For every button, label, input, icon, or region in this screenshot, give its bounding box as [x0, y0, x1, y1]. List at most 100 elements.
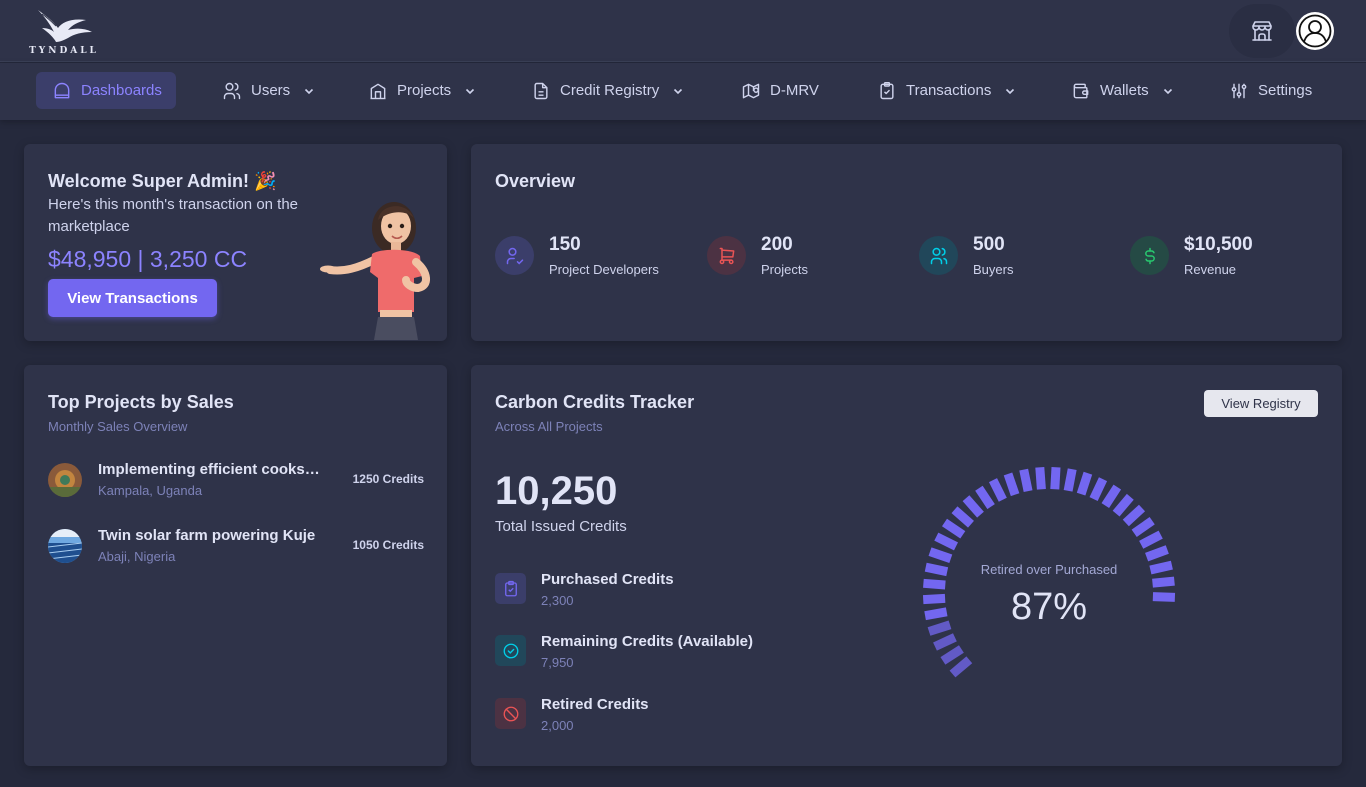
- store-button[interactable]: [1229, 4, 1295, 58]
- overview-title: Overview: [495, 171, 576, 191]
- nav-dmrv[interactable]: D-MRV: [741, 72, 819, 109]
- view-transactions-button[interactable]: View Transactions: [48, 279, 217, 317]
- project-name: Twin solar farm powering Kuje: [98, 527, 316, 544]
- gauge-tick: [1152, 592, 1176, 602]
- nav-transactions-label: Transactions: [906, 82, 992, 99]
- nav-projects[interactable]: Projects: [368, 72, 476, 109]
- gauge-tick: [1050, 466, 1061, 490]
- tracker-title: Carbon Credits Tracker: [495, 392, 695, 412]
- gauge-tick: [951, 506, 974, 528]
- credit-name: Purchased Credits: [541, 571, 674, 588]
- brand-logo[interactable]: TYNDALL: [28, 6, 100, 60]
- gauge-tick: [1089, 477, 1108, 502]
- stat-label: Project Developers: [549, 262, 659, 277]
- cookstove-photo-icon: [48, 463, 82, 497]
- sliders-icon: [1231, 83, 1247, 98]
- gauge-tick: [949, 656, 973, 678]
- clipboard-icon: [504, 580, 517, 596]
- project-thumbnail: [48, 463, 82, 497]
- gauge-tick: [1152, 576, 1175, 588]
- gauge-tick: [1122, 504, 1146, 527]
- list-item[interactable]: Twin solar farm powering Kuje Abaji, Nig…: [48, 527, 424, 567]
- project-credits: 1250 Credits: [352, 472, 424, 486]
- nav-users[interactable]: Users: [222, 72, 315, 109]
- gauge-tick: [1131, 517, 1155, 537]
- brand-name: TYNDALL: [29, 46, 99, 56]
- retired-purchased-gauge: Retired over Purchased 87%: [922, 466, 1176, 678]
- stat-value: 200: [761, 234, 793, 255]
- project-location: Abaji, Nigeria: [98, 549, 176, 564]
- dollar-icon: [1144, 247, 1155, 264]
- clipboard-check-icon: [880, 81, 894, 99]
- gauge-tick: [988, 478, 1007, 502]
- gauge-tick: [1112, 493, 1134, 517]
- chevron-down-icon: [1006, 88, 1015, 94]
- nav-projects-label: Projects: [397, 82, 452, 99]
- main-nav: Dashboards Users Projects Credit Registr…: [0, 63, 1366, 120]
- user-avatar[interactable]: [1296, 12, 1334, 50]
- nav-dashboards-label: Dashboards: [81, 82, 162, 99]
- gauge-tick: [923, 578, 946, 590]
- stat-buyers: 500 Buyers: [919, 234, 1014, 277]
- gauge-tick: [941, 518, 966, 539]
- check-circle-icon: [503, 643, 518, 658]
- chevron-down-icon: [305, 88, 314, 94]
- ban-icon: [503, 706, 518, 721]
- stat-label: Projects: [761, 262, 808, 277]
- top-projects-subtitle: Monthly Sales Overview: [48, 419, 188, 434]
- gauge-tick: [927, 620, 952, 636]
- map-pin-icon: [742, 83, 760, 98]
- welcome-title: Welcome Super Admin! 🎉: [48, 171, 277, 191]
- gauge-tick: [1139, 530, 1163, 549]
- nav-wallets[interactable]: Wallets: [1071, 72, 1174, 109]
- user-profile-icon: [1298, 14, 1332, 48]
- stat-revenue: $10,500 Revenue: [1130, 234, 1253, 277]
- wallet-icon: [1073, 83, 1089, 98]
- nav-transactions[interactable]: Transactions: [877, 72, 1016, 109]
- stat-project-developers: 150 Project Developers: [495, 234, 659, 277]
- credit-name: Remaining Credits (Available): [541, 633, 753, 650]
- list-item[interactable]: Implementing efficient cookstoves Kampal…: [48, 461, 424, 501]
- nav-credit-registry[interactable]: Credit Registry: [531, 72, 684, 109]
- gauge-tick: [1149, 560, 1173, 575]
- credit-value: 2,000: [541, 718, 574, 733]
- nav-wallets-label: Wallets: [1100, 82, 1149, 99]
- gauge-label: Retired over Purchased: [981, 562, 1118, 577]
- gauge-tick: [962, 495, 984, 518]
- gauge-tick: [1035, 466, 1046, 490]
- chevron-down-icon: [466, 88, 475, 94]
- welcome-amount: $48,950 | 3,250 CC: [48, 246, 248, 272]
- gauge-tick: [975, 485, 995, 510]
- gauge-tick: [1076, 471, 1093, 496]
- top-projects-title: Top Projects by Sales: [48, 392, 234, 412]
- gauge-tick: [1063, 468, 1077, 492]
- user-check-icon: [506, 247, 523, 265]
- stat-label: Buyers: [973, 262, 1014, 277]
- stat-projects: 200 Projects: [707, 234, 808, 277]
- stat-value: 500: [973, 234, 1005, 255]
- total-issued-value: 10,250: [495, 469, 618, 513]
- eagle-logo-icon: [38, 10, 92, 42]
- credit-value: 2,300: [541, 593, 574, 608]
- file-icon: [534, 82, 548, 99]
- total-issued-label: Total Issued Credits: [495, 518, 627, 535]
- gauge-tick: [922, 593, 946, 605]
- gauge-tick: [1019, 468, 1033, 493]
- gauge-tick: [928, 547, 953, 564]
- view-registry-button[interactable]: View Registry: [1204, 390, 1318, 417]
- top-projects-card: Top Projects by Sales Monthly Sales Over…: [24, 365, 447, 766]
- stat-value: 150: [549, 234, 581, 255]
- nav-dmrv-label: D-MRV: [770, 82, 819, 99]
- home-icon: [54, 82, 70, 98]
- tracker-subtitle: Across All Projects: [495, 419, 603, 434]
- nav-settings-label: Settings: [1258, 82, 1313, 99]
- store-icon: [1252, 21, 1272, 41]
- stat-value: $10,500: [1184, 234, 1253, 255]
- project-thumbnail: [48, 529, 82, 563]
- nav-users-label: Users: [251, 82, 291, 99]
- gauge-tick: [934, 532, 959, 551]
- nav-settings[interactable]: Settings: [1229, 72, 1312, 109]
- building-icon: [370, 83, 386, 99]
- credit-name: Retired Credits: [541, 696, 649, 713]
- nav-dashboards[interactable]: Dashboards: [36, 72, 176, 109]
